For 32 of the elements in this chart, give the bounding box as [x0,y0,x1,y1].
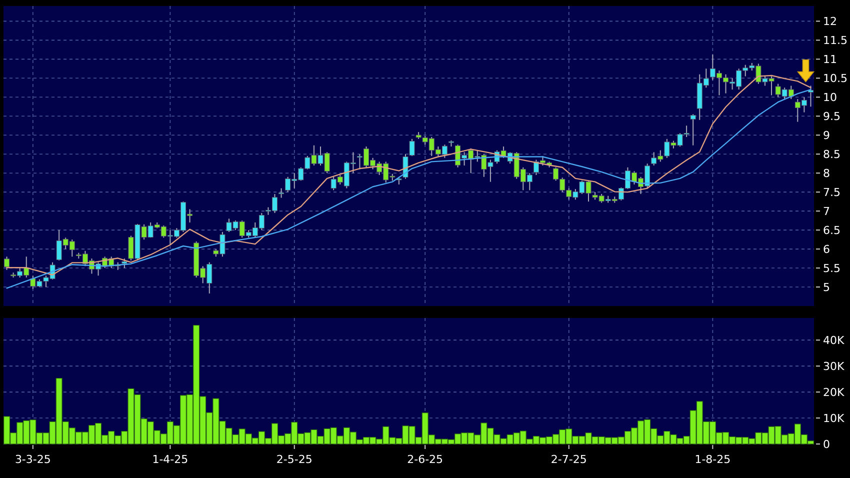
y-tick-label: 6.5 [823,224,840,237]
y-tick-label: 40K [823,334,845,347]
y-tick-label: 30K [823,360,845,373]
candlestick [122,258,128,269]
y-tick-label: 10K [823,412,845,425]
y-tick-label: 6 [823,242,830,256]
y-tick-label: 5 [823,280,830,294]
x-tick-label: 2-5-25 [276,453,312,466]
candlestick [690,114,696,146]
candlestick [278,188,284,198]
x-tick-label: 3-3-25 [14,453,51,466]
x-tick-label: 2-6-25 [407,453,444,466]
y-tick-label: 7.5 [823,186,840,199]
y-tick-label: 7 [823,204,830,218]
y-tick-label: 8.5 [823,148,840,161]
y-tick-label: 5.5 [823,262,840,275]
y-tick-label: 20K [823,386,845,399]
y-tick-label: 11 [823,53,837,66]
y-tick-label: 8 [823,166,830,180]
candlestick [409,138,415,156]
y-tick-label: 0 [823,438,830,451]
x-tick-label: 1-8-25 [694,453,731,466]
y-tick-label: 10.5 [823,72,848,85]
candlestick [4,256,10,270]
x-tick-label: 2-7-25 [550,453,587,466]
y-tick-label: 12 [823,15,837,28]
y-tick-label: 9.5 [823,110,840,123]
y-tick-label: 11.5 [823,34,848,48]
y-tick-label: 10 [823,90,837,104]
x-tick-label: 1-4-25 [152,453,188,466]
candlestick [808,85,814,108]
y-tick-label: 9 [823,128,830,142]
